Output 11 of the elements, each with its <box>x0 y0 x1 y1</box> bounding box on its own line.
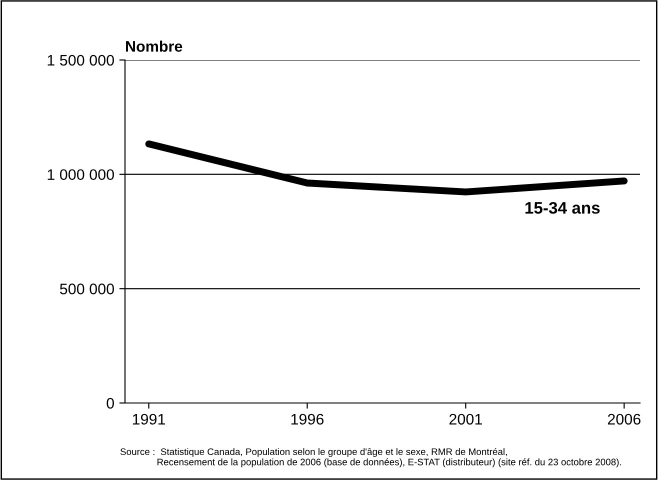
series-label: 15-34 ans <box>525 202 600 214</box>
y-tick-label: 500 000 <box>60 284 114 294</box>
source-note: Source : Statistique Canada, Population selon le groupe d'âge et le sexe, RMR de Montréal, Recensement de la population de 2006 (base de données), E-STAT (distributeur) (site réf. du 23 octobre 2008). <box>120 448 622 468</box>
x-tick-label: 2006 <box>608 414 640 425</box>
x-tick-label: 2001 <box>449 414 482 425</box>
y-tick-label: 1 500 000 <box>48 54 114 66</box>
y-tick-label: 0 <box>106 398 114 409</box>
y-tick-label: 1 000 000 <box>48 169 114 180</box>
x-tick-label: 1996 <box>291 414 324 425</box>
x-tick-label: 1991 <box>132 414 166 425</box>
y-axis-title: Nombre <box>126 40 182 52</box>
